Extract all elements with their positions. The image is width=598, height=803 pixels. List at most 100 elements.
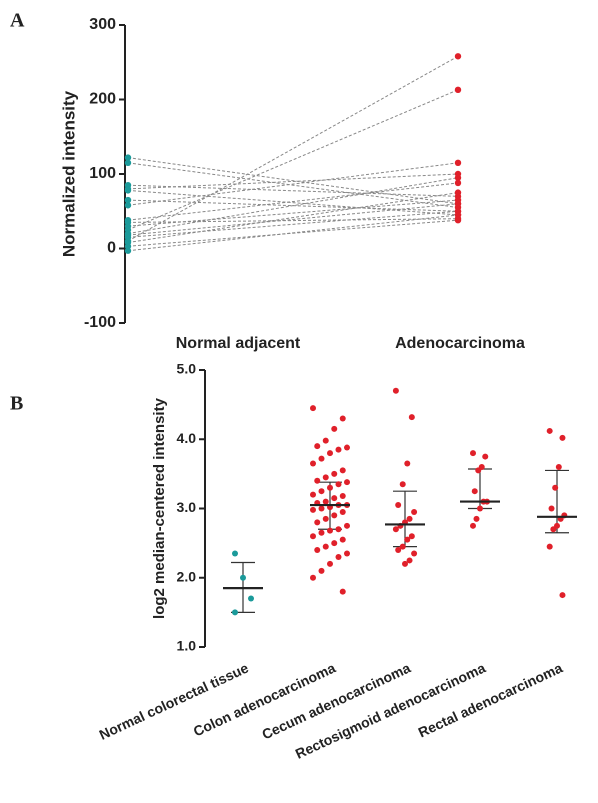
data-point [395, 502, 402, 509]
x-tick-label: Adenocarcinoma [395, 335, 525, 352]
data-point [322, 474, 329, 481]
data-point [550, 526, 557, 533]
data-point [327, 527, 333, 534]
data-point [327, 560, 333, 567]
data-point [339, 493, 346, 500]
panel-label: B [10, 393, 23, 415]
data-point [339, 415, 346, 422]
pair-line [127, 210, 459, 238]
data-point [314, 519, 321, 526]
y-axis-label: log2 median-centered intensity [151, 397, 168, 619]
pair-line [127, 184, 459, 197]
data-point [331, 512, 338, 519]
data-point [454, 200, 462, 207]
data-point [559, 434, 566, 441]
data-point [318, 529, 325, 536]
pair-line [127, 199, 459, 227]
data-point [124, 154, 132, 161]
data-point [339, 508, 346, 515]
data-point [335, 481, 342, 488]
data-point [124, 187, 132, 194]
y-tick-label: 3.0 [177, 499, 197, 515]
data-point [454, 211, 462, 219]
data-point [124, 202, 132, 209]
pair-line [127, 214, 459, 252]
data-point [314, 477, 321, 484]
data-point [470, 522, 476, 529]
y-tick-label: 4.0 [177, 430, 197, 446]
data-point [399, 481, 406, 488]
data-point [406, 557, 413, 564]
x-tick-label: Normal colorectal tissue [97, 659, 251, 742]
data-point [344, 550, 350, 557]
pair-line [127, 162, 459, 209]
data-point [454, 189, 462, 196]
data-point [392, 387, 399, 394]
data-point [454, 179, 462, 187]
data-point [470, 450, 476, 457]
data-point [411, 508, 418, 515]
data-point [322, 437, 329, 444]
data-point [404, 536, 411, 543]
data-point [559, 592, 566, 599]
data-point [335, 526, 342, 533]
y-tick-label: 0 [107, 240, 116, 257]
data-point [124, 196, 132, 204]
x-tick-label: Normal adjacent [176, 335, 301, 352]
y-tick-label: -100 [84, 314, 116, 331]
data-point [339, 588, 346, 595]
data-point [310, 460, 316, 467]
data-point [471, 488, 478, 495]
pair-line [127, 157, 459, 205]
data-point [546, 543, 553, 550]
data-point [404, 460, 411, 467]
data-point [124, 159, 132, 167]
y-tick-label: 100 [89, 165, 116, 182]
data-point [339, 536, 346, 543]
y-tick-label: 1.0 [177, 638, 197, 654]
pair-line [127, 177, 459, 235]
data-point [477, 505, 483, 512]
data-point [454, 174, 462, 181]
data-point [310, 574, 316, 581]
y-tick-label: 2.0 [177, 568, 197, 584]
data-point [454, 53, 462, 60]
data-point [322, 498, 329, 505]
data-point [318, 455, 325, 462]
data-point [318, 505, 325, 512]
pair-line [127, 182, 459, 221]
y-axis-label: Normalized intensity [59, 90, 78, 257]
data-point [395, 547, 402, 554]
pair-line [127, 162, 459, 206]
data-point [399, 543, 406, 550]
data-point [232, 550, 238, 557]
pair-line [127, 55, 459, 242]
data-point [344, 444, 350, 451]
data-point [473, 515, 480, 522]
data-point [454, 86, 462, 94]
data-point [475, 467, 482, 474]
data-point [124, 247, 132, 254]
data-point [322, 515, 329, 522]
pair-line [127, 192, 459, 244]
data-point [248, 595, 254, 602]
data-point [327, 450, 333, 457]
data-point [124, 243, 132, 250]
data-point [402, 560, 408, 567]
data-point [318, 567, 325, 574]
data-point [232, 609, 238, 616]
data-point [331, 425, 338, 432]
data-point [310, 491, 316, 498]
data-point [322, 543, 329, 550]
data-point [482, 453, 489, 460]
y-tick-label: 300 [89, 16, 116, 33]
data-point [339, 467, 346, 474]
data-point [335, 553, 342, 560]
data-point [406, 515, 413, 522]
data-point [344, 479, 350, 486]
data-point [310, 506, 316, 513]
x-tick-label: Rectal adenocarcinoma [416, 659, 565, 740]
data-point [408, 533, 415, 540]
y-tick-label: 200 [89, 91, 116, 108]
